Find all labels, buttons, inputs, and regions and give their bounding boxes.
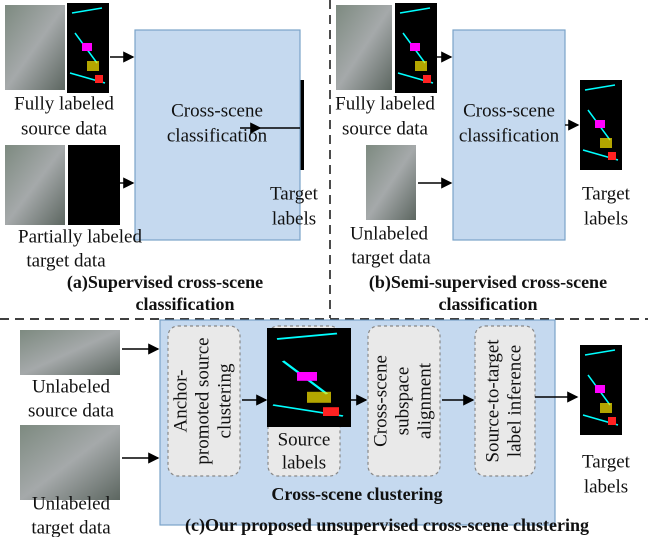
image — [5, 145, 65, 225]
label: labels — [272, 208, 316, 229]
label: target data — [351, 247, 431, 268]
panel-b: Cross-scene classification Fully labeled… — [335, 3, 631, 314]
image — [20, 330, 120, 375]
panel-c: Unlabeled source data Unlabeled target d… — [20, 320, 631, 537]
step-label: promoted source — [192, 337, 213, 464]
label: Target — [582, 183, 631, 204]
label: Cross-scene — [463, 100, 555, 121]
label: Fully labeled — [335, 93, 435, 114]
caption: classification — [136, 294, 235, 314]
image — [580, 80, 622, 170]
label: source data — [28, 400, 115, 421]
image — [68, 145, 120, 225]
step-label: Anchor- — [170, 370, 191, 433]
step-label: Cross-scene — [370, 355, 391, 447]
label: labels — [584, 476, 628, 497]
caption: (c)Our proposed unsupervised cross-scene… — [185, 515, 589, 536]
diagram: Cross-scene classification Fully labeled… — [0, 0, 648, 537]
image — [20, 425, 120, 500]
module-label: Cross-scene clustering — [271, 484, 442, 504]
image — [395, 3, 437, 93]
label: Unlabeled — [32, 376, 111, 397]
step-label: alignment — [414, 362, 435, 439]
step-label: labels — [282, 452, 326, 473]
image — [366, 145, 416, 220]
image — [580, 345, 622, 435]
panel-a: Cross-scene classification Fully labeled… — [5, 3, 319, 314]
image — [267, 328, 351, 427]
label: Target — [582, 451, 631, 472]
step-label: subspace — [392, 367, 413, 436]
label: target data — [31, 517, 111, 537]
caption: (b)Semi-supervised cross-scene — [369, 272, 607, 293]
caption: (a)Supervised cross-scene — [67, 272, 263, 293]
step-label: Source-to-target — [482, 339, 503, 463]
label: source data — [342, 118, 429, 139]
label: classification — [167, 125, 268, 146]
label: Unlabeled — [32, 493, 111, 514]
label: target data — [26, 250, 106, 271]
step-label: label inference — [504, 345, 525, 457]
step-label: clustering — [214, 363, 235, 438]
label: classification — [459, 125, 560, 146]
label: labels — [584, 208, 628, 229]
image — [5, 5, 65, 90]
label: Unlabeled — [350, 223, 429, 244]
label: source data — [21, 118, 108, 139]
image — [67, 3, 109, 93]
label: Fully labeled — [14, 93, 114, 114]
label: Target — [270, 183, 319, 204]
image — [336, 5, 392, 90]
caption: classification — [439, 294, 538, 314]
label: Cross-scene — [171, 100, 263, 121]
label: Partially labeled — [18, 226, 142, 247]
step-label: Source — [278, 429, 331, 450]
